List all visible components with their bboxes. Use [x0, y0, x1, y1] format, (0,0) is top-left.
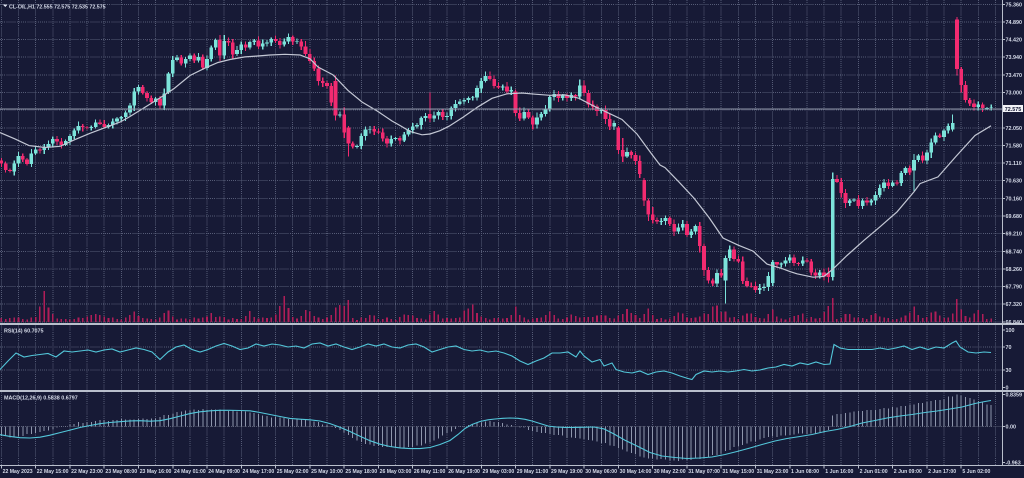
svg-text:25 May 10:00: 25 May 10:00 — [311, 469, 343, 475]
svg-text:26 May 19:00: 26 May 19:00 — [448, 469, 480, 475]
svg-text:23 May 16:00: 23 May 16:00 — [140, 469, 172, 475]
svg-text:26 May 11:00: 26 May 11:00 — [414, 469, 446, 475]
svg-text:71.110: 71.110 — [1006, 161, 1022, 167]
svg-text:0.00: 0.00 — [1006, 424, 1017, 430]
svg-text:30 May 06:00: 30 May 06:00 — [585, 469, 617, 475]
svg-text:74.890: 74.890 — [1006, 20, 1023, 26]
svg-text:1 Jun 08:00: 1 Jun 08:00 — [791, 469, 819, 475]
svg-text:RSI(14) 60.7075: RSI(14) 60.7075 — [4, 329, 44, 335]
svg-text:73.470: 73.470 — [1006, 73, 1023, 79]
svg-text:2 Jun 17:00: 2 Jun 17:00 — [928, 469, 956, 475]
svg-text:0: 0 — [1006, 385, 1009, 391]
svg-text:29 May 19:00: 29 May 19:00 — [551, 469, 583, 475]
svg-text:MACD(12,26,9) 0.5838 0.6797: MACD(12,26,9) 0.5838 0.6797 — [4, 396, 78, 402]
svg-text:26 May 03:00: 26 May 03:00 — [380, 469, 412, 475]
svg-text:22 May 2023: 22 May 2023 — [3, 469, 33, 475]
svg-text:-0.963: -0.963 — [1006, 461, 1021, 467]
svg-text:70.160: 70.160 — [1006, 196, 1023, 202]
svg-text:24 May 17:00: 24 May 17:00 — [243, 469, 275, 475]
svg-text:73.940: 73.940 — [1006, 55, 1023, 61]
svg-text:71.580: 71.580 — [1006, 143, 1023, 149]
svg-text:30 May 14:00: 30 May 14:00 — [620, 469, 652, 475]
svg-text:2 Jun 01:00: 2 Jun 01:00 — [860, 469, 888, 475]
svg-text:68.740: 68.740 — [1006, 249, 1023, 255]
svg-text:24 May 01:00: 24 May 01:00 — [174, 469, 206, 475]
svg-text:70.630: 70.630 — [1006, 179, 1023, 185]
svg-text:72.575: 72.575 — [1005, 107, 1022, 113]
svg-text:5 Jun 02:00: 5 Jun 02:00 — [962, 469, 990, 475]
svg-text:CL-OIL,H1 72.555 72.575 72.535: CL-OIL,H1 72.555 72.575 72.535 72.575 — [9, 5, 106, 11]
svg-text:68.260: 68.260 — [1006, 267, 1023, 273]
svg-text:31 May 15:00: 31 May 15:00 — [722, 469, 754, 475]
svg-text:29 May 03:00: 29 May 03:00 — [483, 469, 515, 475]
svg-text:70: 70 — [1006, 345, 1012, 351]
svg-text:74.420: 74.420 — [1006, 38, 1023, 44]
svg-text:23 May 08:00: 23 May 08:00 — [105, 469, 137, 475]
svg-text:22 May 23:00: 22 May 23:00 — [71, 469, 103, 475]
svg-text:69.680: 69.680 — [1006, 214, 1023, 220]
svg-text:66.840: 66.840 — [1006, 320, 1023, 326]
svg-text:67.790: 67.790 — [1006, 285, 1023, 291]
svg-text:22 May 15:00: 22 May 15:00 — [37, 469, 69, 475]
svg-text:31 May 07:00: 31 May 07:00 — [688, 469, 720, 475]
svg-text:100: 100 — [1006, 328, 1015, 334]
svg-text:25 May 18:00: 25 May 18:00 — [345, 469, 377, 475]
svg-text:73.000: 73.000 — [1006, 91, 1023, 97]
svg-text:2 Jun 09:00: 2 Jun 09:00 — [894, 469, 922, 475]
svg-text:72.050: 72.050 — [1006, 126, 1023, 132]
svg-text:29 May 11:00: 29 May 11:00 — [517, 469, 549, 475]
svg-text:0.8359: 0.8359 — [1006, 393, 1023, 399]
svg-text:25 May 02:00: 25 May 02:00 — [277, 469, 309, 475]
svg-text:30: 30 — [1006, 368, 1012, 374]
svg-text:67.320: 67.320 — [1006, 302, 1023, 308]
svg-text:24 May 09:00: 24 May 09:00 — [208, 469, 240, 475]
svg-text:1 Jun 16:00: 1 Jun 16:00 — [825, 469, 853, 475]
svg-text:75.360: 75.360 — [1006, 2, 1023, 8]
svg-text:30 May 22:00: 30 May 22:00 — [654, 469, 686, 475]
svg-text:69.210: 69.210 — [1006, 232, 1023, 238]
svg-text:31 May 23:00: 31 May 23:00 — [757, 469, 789, 475]
